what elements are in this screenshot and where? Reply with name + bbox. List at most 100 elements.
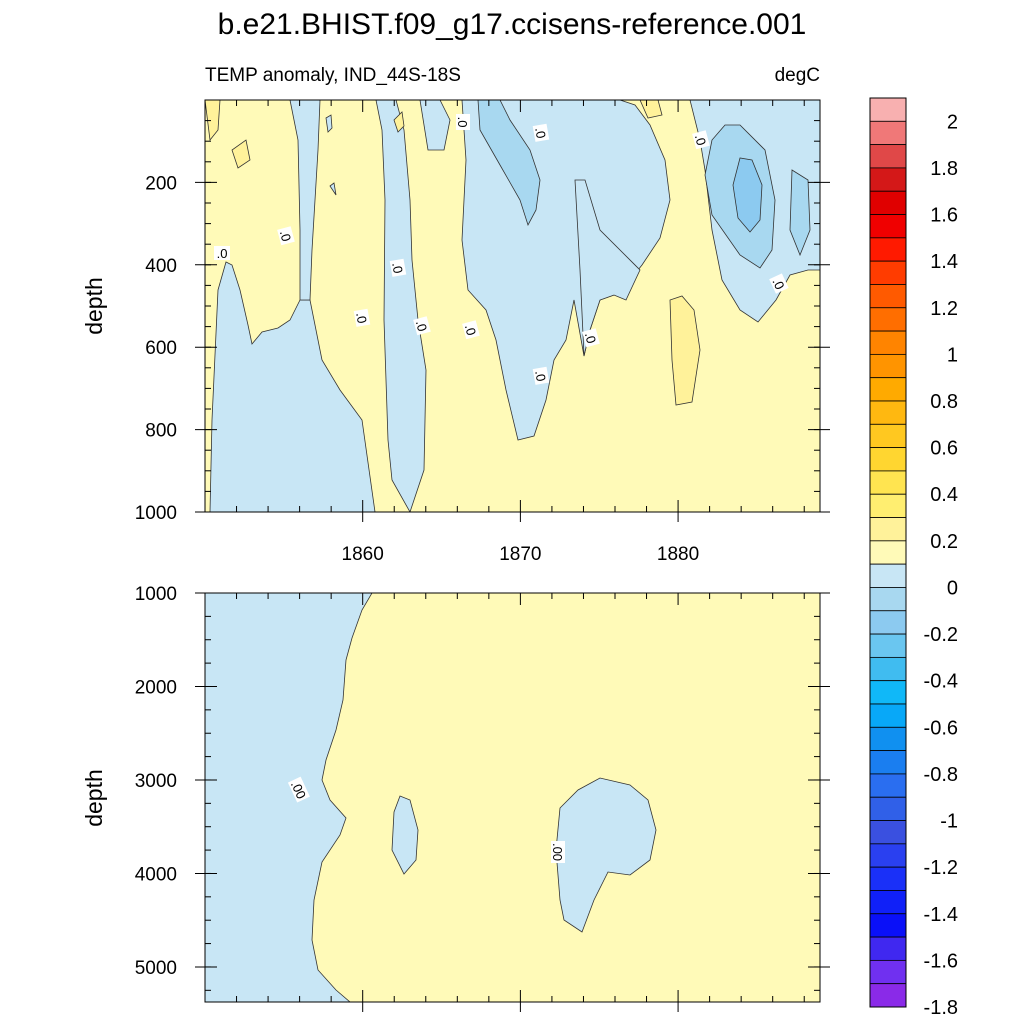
contour-label: .0 [769,273,789,294]
contour-label: .00 [550,841,565,863]
colorbar-swatch [869,517,907,542]
svg-text:.00: .00 [550,843,565,861]
colorbar-label: 2 [947,111,958,133]
colorbar-label: 0.4 [930,484,958,506]
colorbar-swatch [869,423,907,449]
x-tick-label: 1870 [499,544,541,565]
svg-text:.0: .0 [413,319,430,333]
contour-label: .0 [455,114,470,130]
svg-text:.0: .0 [532,126,549,139]
positive-core-region [669,295,701,406]
negative-region [391,795,419,875]
svg-text:.0: .0 [462,323,479,337]
colorbar-swatch [869,796,907,821]
lower-plot-frame [204,592,821,1003]
y-tick-label: 5000 [135,958,177,979]
colorbar-label: 1.2 [930,298,958,320]
negative-region [209,261,376,512]
colorbar-swatch [869,493,907,518]
colorbar-swatch [869,284,907,309]
y-tick-label: 800 [145,421,177,442]
svg-text:.0: .0 [389,261,406,274]
colorbar-swatch [869,587,907,612]
units-string: degC [775,65,820,86]
svg-text:.0: .0 [277,229,294,243]
y-tick-label: 600 [145,338,177,359]
x-tick-label: 1860 [342,544,384,565]
colorbar-label: 0.6 [930,438,958,460]
colorbar-swatch [869,726,907,752]
colorbar-swatch [869,260,907,285]
colorbar-swatch [869,167,907,192]
colorbar-swatch [869,866,907,891]
contour-label: .00 [288,776,310,803]
left-string: TEMP anomaly, IND_44S-18S [205,65,461,86]
colorbar-label: -0.2 [924,624,958,646]
y-tick-label: 1000 [135,503,177,524]
colorbar-swatch [869,330,907,355]
positive-core-region [639,100,663,119]
upper-axis-ticks [195,99,830,513]
colorbar-swatch [869,750,907,775]
colorbar-label: 1.8 [930,158,958,180]
colorbar-swatch [869,913,907,938]
colorbar-label: -0.8 [924,764,958,786]
colorbar-label: -1 [940,811,958,833]
colorbar-swatch [869,307,907,332]
negative-region [205,593,373,1002]
negative-core-region [477,100,541,227]
colorbar-swatch [869,214,907,239]
colorbar-swatch [869,470,907,495]
lower-axis-ticks [195,592,830,1002]
colorbar-swatch [869,959,907,985]
colorbar-label: -0.4 [924,671,958,693]
colorbar-frame [869,97,907,1008]
negative-deep-core [732,157,763,233]
colorbar-swatch [869,843,907,868]
colorbar-swatch [869,563,907,588]
colorbar-label: -1.2 [924,857,958,879]
contour-label: .0 [582,328,600,348]
colorbar-swatch [869,890,907,915]
y-tick-label: 3000 [135,771,177,792]
colorbar-swatch [869,353,907,379]
upper-ylabel: depth [81,277,107,335]
negative-region [329,182,337,196]
colorbar-label: 0 [947,577,958,599]
colorbar-swatch [869,983,907,1008]
contour-label: .0 [389,258,407,277]
contour-label: .0 [692,130,710,150]
colorbar-swatch [869,936,907,961]
svg-text:.0: .0 [353,311,370,324]
colorbar-swatch [869,97,907,122]
y-tick-label: 400 [145,256,177,277]
svg-text:.0: .0 [692,133,709,147]
colorbar-label: 0.2 [930,531,958,553]
colorbar-swatch [869,773,907,798]
colorbar-label: -1.4 [924,904,958,926]
lower-panel: .00 .00 [195,592,830,1003]
negative-region [325,114,333,133]
upper-panel: .0 .0 .0 .0 .0 .0 .0 .0 .0 .0 .0 .0 [195,99,830,513]
positive-core-region [205,100,221,141]
negative-region [375,100,427,512]
x-tick-label: 1880 [657,544,699,565]
colorbar: 2 1.8 1.6 1.4 1.2 1 0.8 0.6 0.4 0.2 0 -0.2 -0.4 -0.6 -… [869,97,958,1019]
colorbar-swatch [869,656,907,682]
y-tick-label: 200 [145,173,177,194]
svg-text:.0: .0 [217,246,228,261]
contour-label: .0 [462,320,480,340]
contour-label: .0 [214,246,230,261]
colorbar-swatch [869,633,907,658]
contour-label: .0 [413,316,431,336]
colorbar-swatch [869,703,907,728]
contour-label: .0 [277,226,295,246]
colorbar-label: -0.6 [924,717,958,739]
colorbar-label: 0.8 [930,391,958,413]
svg-text:.00: .00 [288,778,309,801]
y-tick-label: 4000 [135,864,177,885]
colorbar-swatch [869,820,907,845]
positive-core-region [393,111,405,133]
lower-ylabel: depth [81,769,107,827]
